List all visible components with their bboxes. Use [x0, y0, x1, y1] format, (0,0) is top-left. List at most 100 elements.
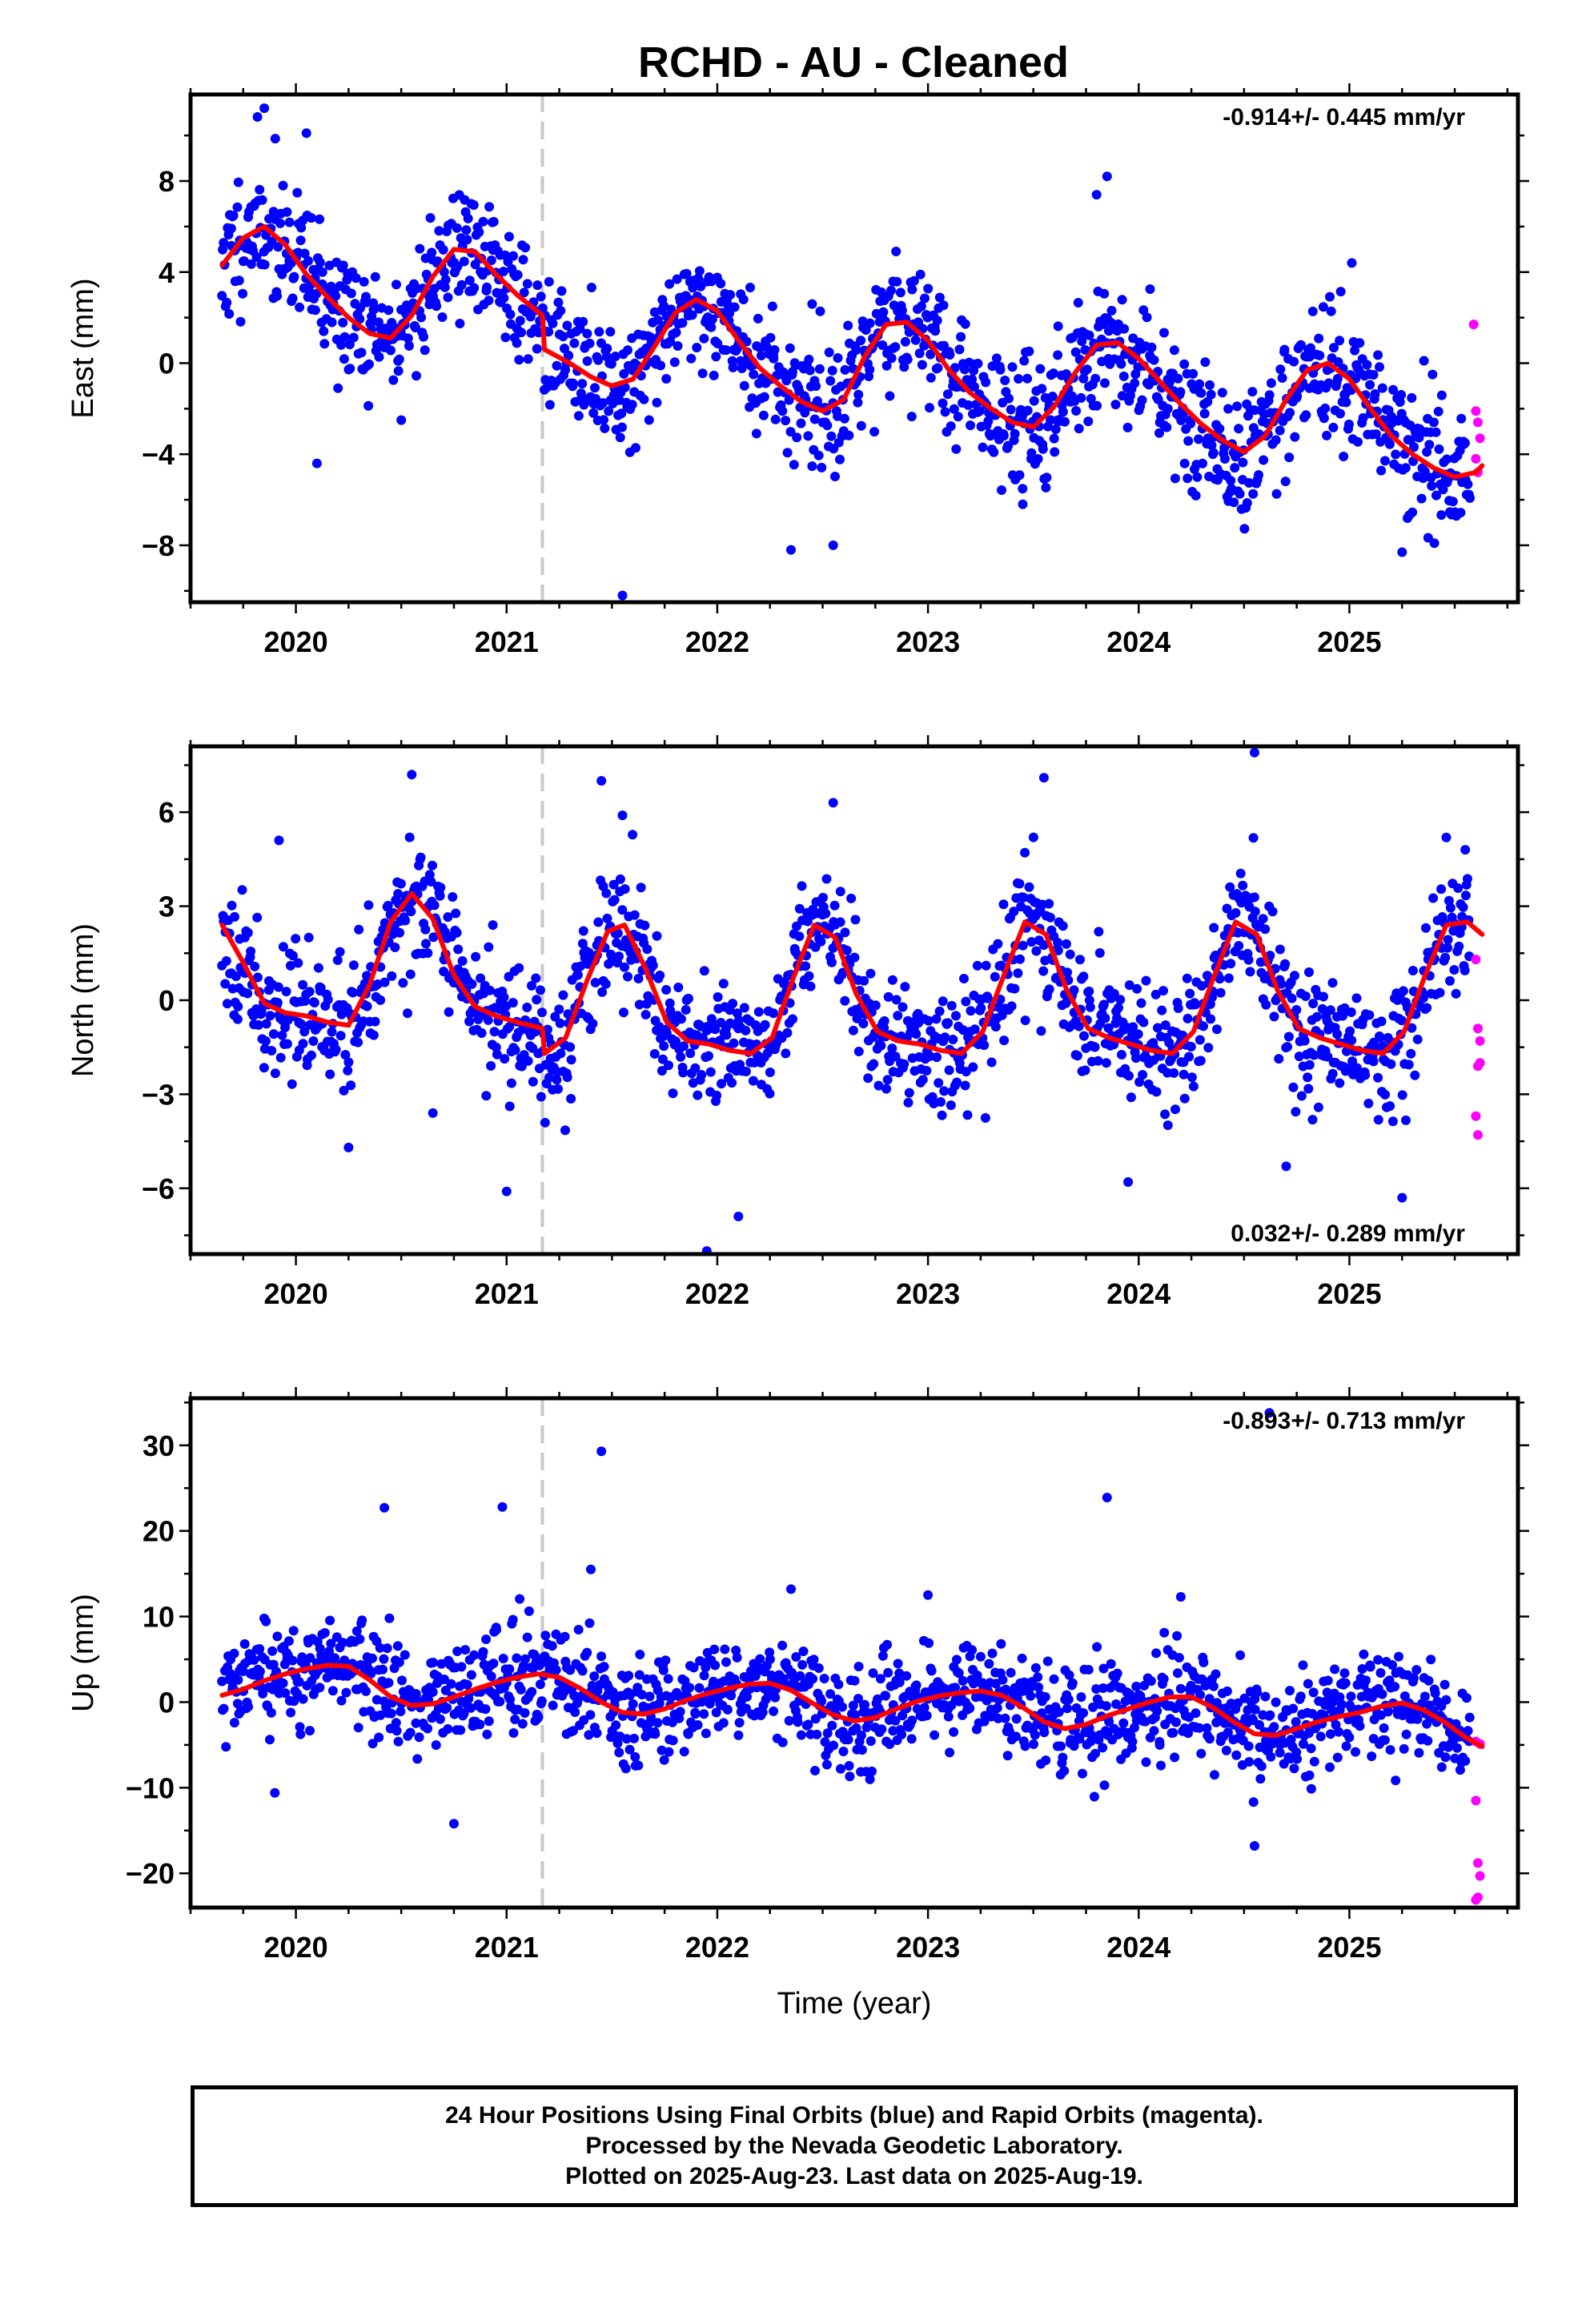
data-point — [1024, 882, 1034, 892]
data-point — [1421, 923, 1431, 933]
data-point — [309, 998, 319, 1007]
data-point — [1440, 952, 1451, 963]
data-point — [881, 1691, 891, 1701]
data-point — [1053, 938, 1063, 947]
data-point — [299, 1027, 310, 1037]
data-point — [966, 1006, 976, 1016]
data-point — [1234, 424, 1244, 434]
data-point — [383, 900, 393, 911]
data-point — [325, 1615, 335, 1626]
data-point — [438, 244, 448, 255]
data-point — [1015, 954, 1025, 964]
data-point — [1285, 408, 1295, 418]
plot-area — [217, 94, 1485, 602]
data-point — [777, 1640, 788, 1651]
data-point — [1430, 1688, 1440, 1699]
final-orbit-points — [217, 103, 1475, 601]
data-point — [1079, 1031, 1089, 1041]
data-point — [596, 1446, 607, 1457]
data-point — [849, 1675, 860, 1686]
data-point — [966, 420, 975, 431]
data-point — [1013, 968, 1023, 979]
data-point — [1407, 966, 1418, 975]
data-point — [267, 236, 277, 247]
data-point — [217, 1676, 227, 1687]
data-point — [1104, 326, 1114, 336]
plot-area — [217, 746, 1485, 1254]
data-point — [393, 1736, 404, 1747]
data-point — [594, 327, 604, 337]
data-point — [1101, 1058, 1111, 1068]
data-point — [508, 998, 518, 1008]
data-point — [879, 1016, 889, 1026]
data-point — [1186, 1072, 1197, 1083]
data-point — [1377, 1689, 1387, 1699]
data-point — [962, 1110, 973, 1120]
data-point — [1170, 1104, 1180, 1115]
data-point — [1458, 902, 1468, 912]
data-point — [228, 211, 239, 221]
data-point — [1165, 376, 1175, 387]
data-point — [844, 430, 854, 440]
data-point — [1250, 907, 1260, 917]
data-point — [633, 1760, 644, 1771]
data-point — [1195, 1035, 1205, 1045]
data-point — [717, 1079, 726, 1089]
data-point — [287, 1655, 298, 1666]
data-point — [275, 1052, 286, 1063]
data-point — [573, 411, 584, 421]
data-point — [814, 364, 825, 374]
data-point — [1464, 1712, 1475, 1723]
data-point — [909, 275, 919, 286]
data-point — [1460, 1755, 1471, 1766]
data-point — [1175, 1592, 1186, 1602]
data-point — [1419, 356, 1429, 366]
data-point — [1383, 1707, 1393, 1717]
data-point — [1238, 880, 1248, 891]
data-point — [1335, 287, 1346, 297]
data-point — [1179, 359, 1190, 369]
data-point — [492, 1625, 501, 1635]
data-point — [1009, 907, 1019, 917]
data-point — [701, 1728, 711, 1739]
data-point — [990, 971, 1000, 982]
rapid-point — [1468, 320, 1479, 330]
data-point — [353, 1723, 363, 1733]
data-point — [741, 336, 752, 347]
data-point — [797, 881, 807, 891]
data-point — [932, 316, 942, 326]
data-point — [906, 412, 917, 422]
data-point — [1212, 1024, 1222, 1035]
data-point — [229, 1718, 239, 1728]
data-point — [562, 1072, 572, 1083]
data-point — [824, 348, 834, 357]
y-tick-label: 8 — [159, 165, 175, 198]
data-point — [388, 375, 399, 385]
data-point — [1344, 419, 1354, 429]
data-point — [710, 1024, 721, 1035]
data-point — [565, 1665, 576, 1675]
data-point — [1074, 424, 1084, 434]
data-point — [1019, 356, 1030, 366]
data-point — [1304, 967, 1314, 977]
data-point — [500, 1054, 510, 1064]
data-point — [952, 1077, 962, 1088]
data-point — [562, 320, 572, 331]
data-point — [793, 1717, 803, 1727]
data-point — [627, 400, 637, 410]
x-tick-label: 2025 — [1317, 625, 1381, 658]
data-point — [455, 319, 465, 328]
data-point — [339, 354, 349, 364]
data-point — [444, 1007, 454, 1017]
data-point — [330, 1653, 340, 1663]
data-point — [295, 1729, 306, 1739]
data-point — [1367, 1751, 1377, 1762]
data-point — [1042, 1656, 1053, 1667]
data-point — [1054, 1707, 1064, 1717]
data-point — [1274, 1054, 1284, 1064]
data-point — [341, 1687, 351, 1698]
data-point — [1379, 1735, 1390, 1745]
data-point — [396, 1707, 406, 1717]
data-point — [1020, 1741, 1030, 1751]
